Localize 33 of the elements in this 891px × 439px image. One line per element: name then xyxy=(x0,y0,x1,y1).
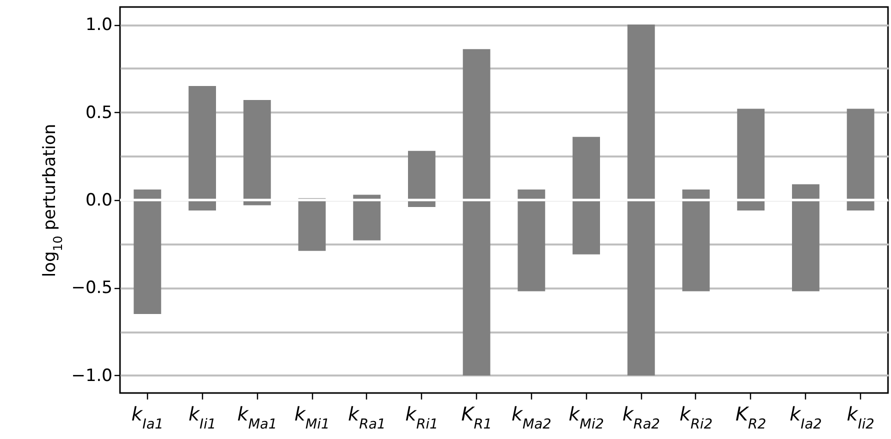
bar xyxy=(682,189,710,292)
bar xyxy=(737,108,765,211)
y-tick-label: −1.0 xyxy=(71,366,112,386)
bar xyxy=(298,198,326,251)
bar xyxy=(243,100,271,206)
bar xyxy=(627,24,655,376)
x-tick-label: K$_{R2}$ xyxy=(736,404,766,432)
y-tick-label: 0.5 xyxy=(85,102,112,123)
bar xyxy=(462,49,490,376)
x-tick-label: k$_{Ma1}$ xyxy=(237,404,278,432)
x-tick-label: k$_{Ii1}$ xyxy=(188,404,216,432)
x-tick-label: k$_{Ia1}$ xyxy=(131,404,164,432)
x-tick-label: k$_{Mi2}$ xyxy=(568,404,604,432)
bar xyxy=(408,150,436,208)
bar xyxy=(572,136,600,254)
x-tick-label: k$_{Ri2}$ xyxy=(679,404,713,432)
bar xyxy=(792,184,820,292)
bar xyxy=(518,189,546,292)
y-tick-label: 0.0 xyxy=(85,190,112,210)
x-tick-label: k$_{Mi1}$ xyxy=(294,404,330,432)
x-tick-label: k$_{Ra1}$ xyxy=(348,404,386,432)
x-tick-label: K$_{R1}$ xyxy=(461,404,492,432)
x-tick-label: k$_{Ma2}$ xyxy=(511,404,552,432)
x-tick-label: k$_{Ii2}$ xyxy=(846,404,874,432)
y-tick-label: 1.0 xyxy=(85,15,112,36)
bar xyxy=(353,194,381,240)
bar xyxy=(134,189,162,314)
x-tick-label: k$_{Ri1}$ xyxy=(405,404,438,432)
x-tick-label: k$_{Ia2}$ xyxy=(790,404,822,432)
bar xyxy=(846,108,874,211)
bar xyxy=(188,86,216,211)
x-tick-label: k$_{Ra2}$ xyxy=(622,404,660,432)
y-tick-label: −0.5 xyxy=(71,278,112,298)
